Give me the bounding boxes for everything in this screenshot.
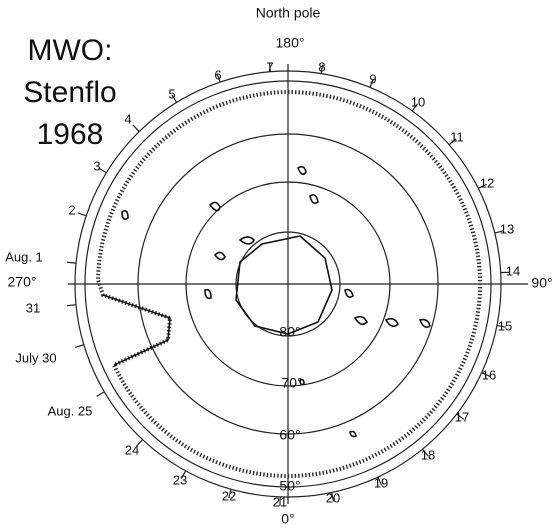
day-label: Aug. 25 xyxy=(48,403,93,418)
day-tick xyxy=(67,304,77,307)
label-270: 270° xyxy=(8,274,37,290)
day-label: 5 xyxy=(168,86,175,101)
day-label: Aug. 1 xyxy=(5,249,43,264)
day-tick xyxy=(456,413,465,420)
day-label: 22 xyxy=(222,488,236,503)
day-label: 20 xyxy=(326,490,340,505)
day-tick xyxy=(228,489,232,499)
day-labels: 7 8 9 10 11 12 13 14 15 16 17 18 19 20 2… xyxy=(5,59,520,509)
day-tick xyxy=(96,391,105,397)
day-label: July 30 xyxy=(15,350,56,365)
day-tick xyxy=(411,103,418,112)
day-label: 21 xyxy=(273,494,287,509)
contour xyxy=(204,288,212,300)
contour xyxy=(349,430,357,438)
day-label: 17 xyxy=(455,409,469,424)
rings xyxy=(68,64,528,504)
day-tick xyxy=(496,324,506,328)
day-tick xyxy=(216,73,221,83)
note-line: 1968 xyxy=(37,118,104,151)
day-tick xyxy=(448,138,457,146)
contour xyxy=(344,288,354,298)
day-tick xyxy=(481,372,491,377)
boundary-jog xyxy=(102,294,171,366)
day-label: 18 xyxy=(421,447,435,462)
lat-label: 80° xyxy=(279,324,300,340)
lat-label: 50° xyxy=(279,478,300,494)
polar-region xyxy=(235,235,333,335)
contour xyxy=(121,210,129,220)
header-title: North pole xyxy=(256,5,321,21)
day-label: 23 xyxy=(173,472,187,487)
lat-label: 60° xyxy=(279,427,300,443)
day-label: 7 xyxy=(266,59,273,74)
day-label: 8 xyxy=(318,59,325,74)
day-tick xyxy=(180,470,187,479)
day-tick xyxy=(67,261,77,264)
day-tick xyxy=(171,94,178,103)
day-tick xyxy=(421,448,429,457)
day-tick xyxy=(75,344,85,348)
day-tick xyxy=(98,167,107,174)
day-label: 9 xyxy=(369,71,376,86)
day-label: 11 xyxy=(450,129,464,144)
day-tick xyxy=(268,62,271,72)
day-label: 15 xyxy=(498,318,512,333)
day-tick xyxy=(478,183,487,189)
day-tick xyxy=(377,476,383,486)
day-label: 10 xyxy=(411,94,425,109)
day-label: 31 xyxy=(26,300,40,315)
note-line: Stenflo xyxy=(23,76,116,109)
day-tick xyxy=(320,64,324,74)
day-label: 16 xyxy=(482,367,496,382)
lat-label: 70° xyxy=(281,375,302,391)
label-180: 180° xyxy=(276,35,305,51)
contour xyxy=(384,317,399,328)
day-label: 6 xyxy=(214,67,221,82)
day-tick xyxy=(494,230,504,234)
day-label: 24 xyxy=(125,442,139,457)
day-label: 12 xyxy=(480,175,494,190)
label-0: 0° xyxy=(281,511,294,527)
day-label: 3 xyxy=(93,158,100,173)
day-label: 2 xyxy=(68,202,75,217)
contour xyxy=(418,318,431,328)
day-tick xyxy=(136,439,144,447)
stippled-boundary xyxy=(95,89,483,478)
day-tick xyxy=(331,492,335,502)
day-label: 13 xyxy=(500,221,514,236)
contour xyxy=(208,201,221,212)
day-label: 14 xyxy=(506,263,520,278)
day-label: 4 xyxy=(124,111,131,126)
label-90: 90° xyxy=(531,275,552,291)
contour xyxy=(238,236,255,245)
day-tick xyxy=(369,78,374,88)
contour xyxy=(309,194,319,204)
contour xyxy=(213,251,226,261)
contour xyxy=(297,165,307,176)
contour xyxy=(353,315,368,326)
day-tick xyxy=(132,124,140,132)
field-contours xyxy=(121,165,431,438)
note-line: MWO: xyxy=(28,34,113,67)
contour xyxy=(299,378,305,386)
day-label: 19 xyxy=(374,475,388,490)
day-tick xyxy=(77,212,87,217)
day-ticks xyxy=(67,62,510,506)
